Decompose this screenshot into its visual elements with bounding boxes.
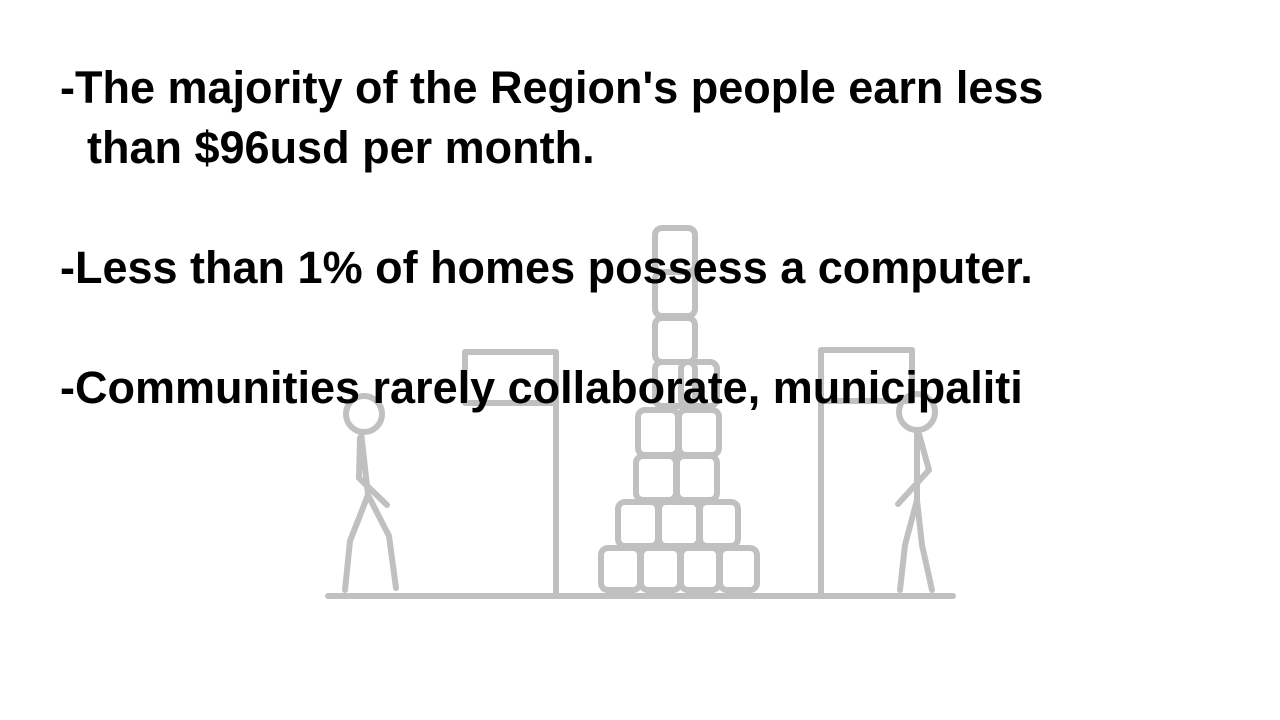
bullet-income-line1: -The majority of the Region's people ear… <box>60 62 1044 113</box>
bullet-spacer <box>60 178 1240 238</box>
stick-figure-right <box>895 391 938 593</box>
bullet-communities: -Communities rarely collaborate, municip… <box>60 362 1023 413</box>
bullet-list: -The majority of the Region's people ear… <box>60 58 1240 418</box>
bullet-computer: -Less than 1% of homes possess a compute… <box>60 242 1033 293</box>
bullet-spacer <box>60 298 1240 358</box>
stick-figure-left <box>342 393 399 593</box>
door-right <box>818 347 915 597</box>
door-left <box>462 349 559 597</box>
stacked-blocks <box>598 225 760 593</box>
bullet-income-line2: than $96usd per month. <box>87 122 595 173</box>
